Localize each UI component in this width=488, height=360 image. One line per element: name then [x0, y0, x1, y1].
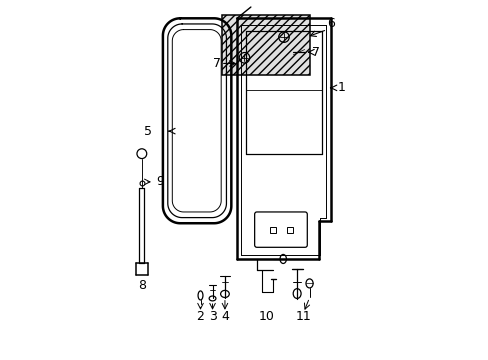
Bar: [269, 227, 276, 233]
Bar: [286, 227, 293, 233]
Text: 4: 4: [221, 310, 228, 323]
Text: 9: 9: [156, 175, 164, 188]
Text: 10: 10: [259, 310, 274, 323]
Text: 2: 2: [196, 310, 204, 323]
Text: 8: 8: [138, 279, 145, 292]
Text: 5: 5: [143, 125, 152, 138]
Bar: [222, 14, 310, 75]
Bar: [222, 14, 310, 75]
FancyBboxPatch shape: [254, 212, 306, 247]
Text: 7: 7: [311, 46, 319, 59]
Text: 7: 7: [213, 57, 221, 70]
Text: 6: 6: [326, 17, 334, 31]
Text: 3: 3: [208, 310, 216, 323]
Text: 1: 1: [337, 81, 345, 94]
Text: 11: 11: [295, 310, 311, 323]
